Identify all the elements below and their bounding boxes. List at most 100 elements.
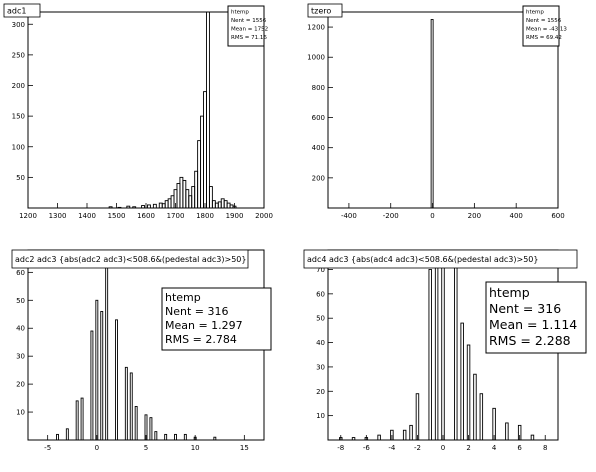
y-tick-label: 400 <box>312 144 325 152</box>
x-tick-label: -200 <box>383 212 399 220</box>
y-tick-label: 200 <box>12 82 25 90</box>
histogram-bin <box>124 366 128 441</box>
stats-box <box>227 5 265 47</box>
x-tick-label: -400 <box>341 212 357 220</box>
histogram-bin <box>206 11 210 209</box>
histogram-bin <box>105 249 109 441</box>
x-tick-label: -2 <box>414 444 421 452</box>
histogram-bin <box>117 206 122 209</box>
histogram-bin <box>377 434 381 441</box>
histogram-title: tzero <box>311 7 331 16</box>
stats-line: Mean = 1.297 <box>165 319 243 332</box>
histogram-panel-1: 1200 1300 1400 1500 1600 1700 1800 1900 2000 50 10… <box>3 3 273 220</box>
x-tick-label: 0 <box>441 444 445 452</box>
histogram-bin <box>149 417 153 441</box>
stats-line: Mean = -43.13 <box>526 27 567 33</box>
histogram-bin <box>441 249 445 441</box>
histogram-bin <box>208 186 213 209</box>
histogram-bin <box>95 299 99 441</box>
stats-line: Nent = 316 <box>489 301 561 316</box>
histogram-title: adc1 <box>7 7 26 16</box>
histogram-bin <box>56 433 59 441</box>
x-tick-label: -8 <box>337 444 344 452</box>
histogram-bin <box>473 373 477 441</box>
histogram-bin <box>152 203 157 209</box>
histogram-bin <box>164 433 168 441</box>
histogram-bin <box>132 206 137 209</box>
y-tick-label: 200 <box>312 174 325 182</box>
x-tick-label: -5 <box>44 444 51 452</box>
histogram-bin <box>129 372 133 441</box>
stats-title: htemp <box>489 285 530 300</box>
x-tick-label: 5 <box>144 444 148 452</box>
histogram-bin <box>126 205 131 209</box>
y-tick-label: 800 <box>312 84 325 92</box>
histogram-bin <box>430 19 434 209</box>
stats-line: Nent = 316 <box>165 305 229 318</box>
histogram-bin <box>454 254 458 441</box>
x-tick-label: 8 <box>543 444 547 452</box>
x-tick-label: 2 <box>466 444 470 452</box>
stats-box <box>485 281 587 354</box>
stats-line: RMS = 69.42 <box>526 35 562 41</box>
histogram-bin <box>174 433 177 441</box>
y-tick-label: 50 <box>16 297 25 305</box>
x-tick-label: 4 <box>492 444 497 452</box>
histogram-panel-2: -400 -200 0 200 400 600 200 400 600 800 1000 1200 tz… <box>307 3 567 220</box>
x-tick-label: 0 <box>430 212 434 220</box>
y-tick-label: 60 <box>16 269 25 277</box>
title-box <box>3 3 41 18</box>
x-tick-label: 1200 <box>19 212 37 220</box>
histogram-title: adc2 adc3 {abs(adc2 adc3)<508.6&(pedesta… <box>15 255 246 264</box>
x-tick-label: 0 <box>95 444 99 452</box>
histogram-bin <box>141 205 145 209</box>
stats-title: htemp <box>165 291 201 304</box>
histogram-panel-4: -8 -6 -4 -2 0 2 4 6 8 10 20 30 40 50 60 70 adc4 adc3 {ab… <box>303 249 587 452</box>
y-tick-label: 300 <box>12 21 25 29</box>
x-tick-label: 200 <box>468 212 481 220</box>
y-tick-label: 250 <box>12 51 25 59</box>
y-tick-label: 30 <box>16 353 25 361</box>
histogram-bin <box>65 428 69 441</box>
y-tick-label: 20 <box>316 388 325 396</box>
stats-box <box>522 5 560 47</box>
histogram-bin <box>147 204 151 209</box>
stats-line: Mean = 1.114 <box>489 317 577 332</box>
y-tick-label: 10 <box>316 412 325 420</box>
y-tick-label: 70 <box>316 266 325 274</box>
histogram-bin <box>460 322 464 441</box>
x-tick-label: 1500 <box>108 212 126 220</box>
x-tick-label: -6 <box>363 444 371 452</box>
histogram-bin <box>409 424 413 441</box>
stats-line: RMS = 2.784 <box>165 333 237 346</box>
y-tick-label: 150 <box>12 113 25 121</box>
title-box <box>303 249 578 269</box>
x-tick-label: 1400 <box>78 212 96 220</box>
stats-line: Mean = 1752 <box>231 27 268 33</box>
histogram-bin <box>108 206 113 209</box>
y-tick-label: 60 <box>316 290 325 298</box>
histogram-bin <box>428 269 432 441</box>
histogram-bin <box>80 397 84 441</box>
x-tick-label: 1300 <box>49 212 67 220</box>
histogram-bin <box>530 434 535 441</box>
x-tick-label: 2000 <box>255 212 273 220</box>
histogram-bin <box>90 330 94 441</box>
y-tick-label: 40 <box>316 339 325 347</box>
y-tick-label: 20 <box>16 381 25 389</box>
y-tick-label: 1200 <box>307 24 325 32</box>
histogram-bin <box>183 433 187 441</box>
histogram-title: adc4 adc3 {abs(adc4 adc3)<508.6&(pedesta… <box>307 255 538 264</box>
stats-title: htemp <box>526 10 544 16</box>
stats-line: RMS = 2.288 <box>489 333 571 348</box>
y-tick-label: 1000 <box>307 54 325 62</box>
title-box <box>11 249 249 269</box>
histogram-bin <box>115 319 118 441</box>
y-tick-label: 40 <box>16 325 25 333</box>
histogram-bin <box>505 422 509 441</box>
histogram-panel-3: -5 0 5 10 15 10 20 30 40 50 60 adc2 adc3 {abs(adc2 … <box>11 249 272 452</box>
stats-title: htemp <box>231 10 249 16</box>
histogram-bin <box>466 344 471 441</box>
x-tick-label: 10 <box>191 444 200 452</box>
